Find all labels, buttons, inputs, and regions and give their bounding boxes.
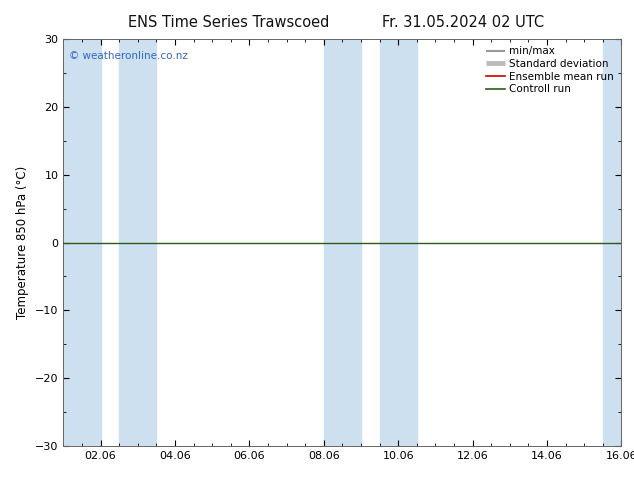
- Text: ENS Time Series Trawscoed: ENS Time Series Trawscoed: [127, 15, 329, 30]
- Text: © weatheronline.co.nz: © weatheronline.co.nz: [69, 51, 188, 61]
- Bar: [63, 39, 101, 446]
- Y-axis label: Temperature 850 hPa (°C): Temperature 850 hPa (°C): [16, 166, 30, 319]
- Legend: min/max, Standard deviation, Ensemble mean run, Controll run: min/max, Standard deviation, Ensemble me…: [484, 45, 616, 97]
- Bar: [324, 39, 361, 446]
- Text: Fr. 31.05.2024 02 UTC: Fr. 31.05.2024 02 UTC: [382, 15, 544, 30]
- Bar: [603, 39, 621, 446]
- Bar: [119, 39, 157, 446]
- Bar: [380, 39, 417, 446]
